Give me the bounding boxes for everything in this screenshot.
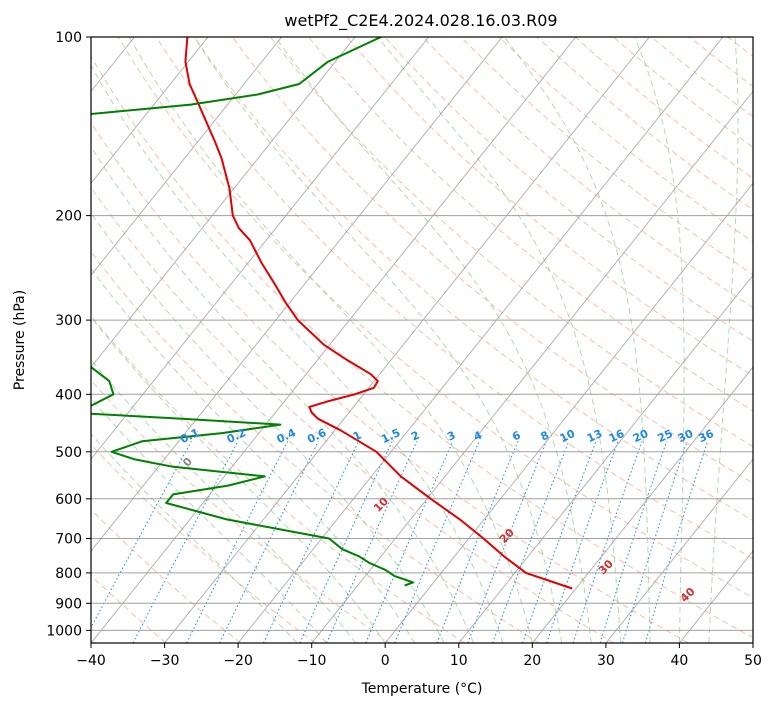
dry-adiabat-line <box>308 37 753 412</box>
background-lines <box>91 37 753 643</box>
mixing-ratio-label: 13 <box>585 427 604 445</box>
moist-adiabat-line <box>377 37 622 643</box>
mixing-ratio-label: 25 <box>656 427 675 445</box>
moist-adiabat-line <box>91 145 474 643</box>
axes: −40 −30 −20 −10 0 10 20 30 40 50 100 200 300 400 500 60… <box>46 30 762 669</box>
y-axis-label: Pressure (hPa) <box>12 290 28 390</box>
moist-adiabat-line <box>634 37 685 643</box>
y-tick-label: 700 <box>55 532 82 548</box>
x-tick-label: 10 <box>450 653 468 669</box>
isotherm-line <box>164 37 650 643</box>
x-tick-label: 40 <box>670 653 688 669</box>
mixing-ratio-line <box>299 441 393 643</box>
moist-adiabat-line <box>91 316 386 643</box>
isotherm-line <box>531 366 753 643</box>
mixing-ratio-line <box>186 441 289 643</box>
mixing-ratio-line <box>91 441 192 629</box>
moist-adiabat-line <box>91 212 445 643</box>
mixing-ratio-line <box>326 441 418 643</box>
mixing-ratio-line <box>219 441 319 643</box>
x-tick-label: −30 <box>150 653 180 669</box>
dry-adiabat-line <box>346 37 753 377</box>
mixing-ratio-line <box>644 441 709 643</box>
dry-adiabat-line <box>91 315 465 643</box>
mixing-ratio-label: 30 <box>676 427 696 445</box>
mixing-ratio-line <box>546 441 619 643</box>
x-tick-label: 0 <box>381 653 390 669</box>
mixing-ratio-label: 16 <box>607 427 627 445</box>
x-tick-label: 30 <box>597 653 615 669</box>
y-tick-label: 200 <box>55 209 82 225</box>
mixing-ratio-label: 10 <box>558 427 578 445</box>
x-tick-label: 20 <box>523 653 541 669</box>
isotherm-line <box>91 37 577 643</box>
isotherm-line <box>91 37 209 185</box>
mixing-ratio-label: 36 <box>697 427 717 445</box>
mixing-ratio-line <box>394 441 480 643</box>
x-axis-label: Temperature (°C) <box>361 681 483 697</box>
isotherm-line <box>458 274 753 643</box>
moist-adiabat-line <box>91 267 416 643</box>
mixing-ratio-label: 20 <box>631 427 651 445</box>
y-tick-label: 400 <box>55 387 82 403</box>
x-tick-label: −10 <box>297 653 327 669</box>
isotherm-line <box>237 37 724 643</box>
isotherm-line <box>311 90 753 643</box>
chart-title: wetPf2_C2E4.2024.028.16.03.R09 <box>284 11 557 31</box>
dry-adiabat-line <box>270 37 753 448</box>
moist-adiabat-line <box>708 37 739 643</box>
moist-adiabat-line <box>193 37 563 643</box>
moist-adiabat-line <box>274 37 592 643</box>
isotherm-line <box>384 182 753 643</box>
y-tick-label: 100 <box>55 30 82 46</box>
dry-adiabat-line <box>91 379 391 643</box>
isotherm-line <box>91 37 503 552</box>
y-tick-label: 1000 <box>46 623 82 639</box>
x-tick-label: −20 <box>223 653 253 669</box>
mixing-ratio-line <box>622 441 688 643</box>
mixing-ratio-line <box>365 441 454 643</box>
dewpoint-line <box>91 37 415 587</box>
dry-adiabat-line <box>91 186 614 643</box>
plot-frame <box>90 36 754 644</box>
data-lines <box>91 37 573 590</box>
isotherm-line <box>91 37 356 368</box>
moist-adiabat-line <box>91 64 504 643</box>
moist-adiabat-line <box>128 37 533 643</box>
temperature-line <box>184 37 573 590</box>
x-tick-label: 50 <box>744 653 762 669</box>
dry-adiabat-line <box>91 574 167 643</box>
y-tick-label: 600 <box>55 492 82 508</box>
y-tick-label: 300 <box>55 313 82 329</box>
mixing-ratio-line <box>522 441 597 643</box>
y-tick-label: 900 <box>55 596 82 612</box>
isotherm-line <box>91 37 282 277</box>
y-tick-label: 800 <box>55 566 82 582</box>
dry-adiabat-line <box>91 121 689 643</box>
dry-adiabat-line <box>384 37 753 343</box>
dry-adiabat-line <box>231 37 753 484</box>
x-tick-label: −40 <box>76 653 106 669</box>
isotherm-line <box>605 458 753 643</box>
dry-adiabat-line <box>91 251 540 643</box>
isotherm-line <box>91 37 430 460</box>
moist-adiabat-line <box>503 37 651 643</box>
y-tick-label: 500 <box>55 445 82 461</box>
